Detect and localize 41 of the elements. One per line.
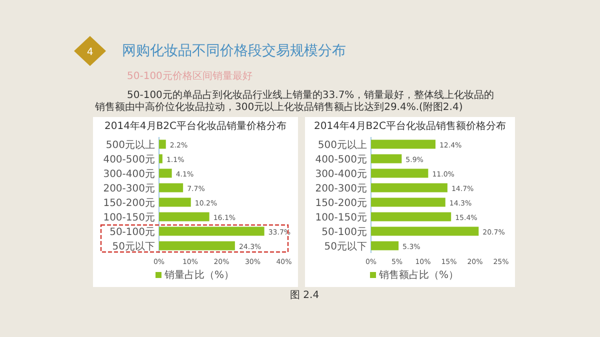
- bar: [371, 226, 479, 236]
- y-tick-label: 400-500元: [103, 154, 155, 166]
- y-tick-label: 150-200元: [103, 198, 155, 209]
- bar: [159, 168, 172, 178]
- y-tick-label: 50元以下: [112, 240, 155, 252]
- y-tick-label: 200-300元: [103, 183, 155, 194]
- text: 50-100元的单品占到化妆品行业线上销量的33.7%，销量最好，整体线上化妆品的销售额由中高价位化妆品拉动，300元以上化妆品销售额占比达到29.4%.(附图2.4): [94, 89, 494, 113]
- y-tick-label: 400-500元: [315, 154, 367, 166]
- bar: [159, 140, 166, 149]
- bar: [159, 212, 210, 222]
- bar: [371, 212, 452, 222]
- bar: [159, 226, 264, 236]
- text: 网购化妆品不同价格段交易规模分布: [122, 43, 346, 59]
- caption: 图 2.4: [290, 290, 320, 301]
- y-tick-label: 200-300元: [315, 183, 367, 194]
- y-tick-label: 300-400元: [315, 168, 367, 180]
- legend-label: 销售额占比（%）: [378, 269, 459, 281]
- bar: [159, 198, 191, 207]
- bar: [159, 183, 184, 192]
- text: 50-100元价格区间销量最好: [127, 70, 252, 82]
- y-tick-label: 150-200元: [315, 198, 367, 209]
- y-tick-label: 100-150元: [315, 212, 367, 224]
- bar: [371, 241, 399, 250]
- y-tick-label: 300-400元: [103, 168, 155, 180]
- bar: [371, 168, 428, 178]
- bar: [159, 154, 162, 164]
- y-tick-label: 100-150元: [103, 212, 155, 224]
- bar: [159, 241, 235, 250]
- y-tick-label: 500元以上: [318, 138, 367, 151]
- bar: [371, 140, 436, 149]
- y-tick-label: 50-100元: [110, 226, 155, 238]
- legend-label: 销量占比（%）: [164, 269, 234, 281]
- bar: [371, 183, 448, 192]
- y-tick-label: 50元以下: [324, 240, 367, 252]
- bar: [371, 198, 446, 207]
- text: 4: [86, 47, 94, 58]
- y-tick-label: 50-100元: [322, 226, 367, 238]
- chart-title: 2014年4月B2C平台化妆品销售额价格分布: [314, 120, 506, 132]
- chart-title: 2014年4月B2C平台化妆品销量价格分布: [104, 120, 287, 132]
- y-tick-label: 500元以上: [106, 138, 155, 151]
- bar: [371, 154, 402, 164]
